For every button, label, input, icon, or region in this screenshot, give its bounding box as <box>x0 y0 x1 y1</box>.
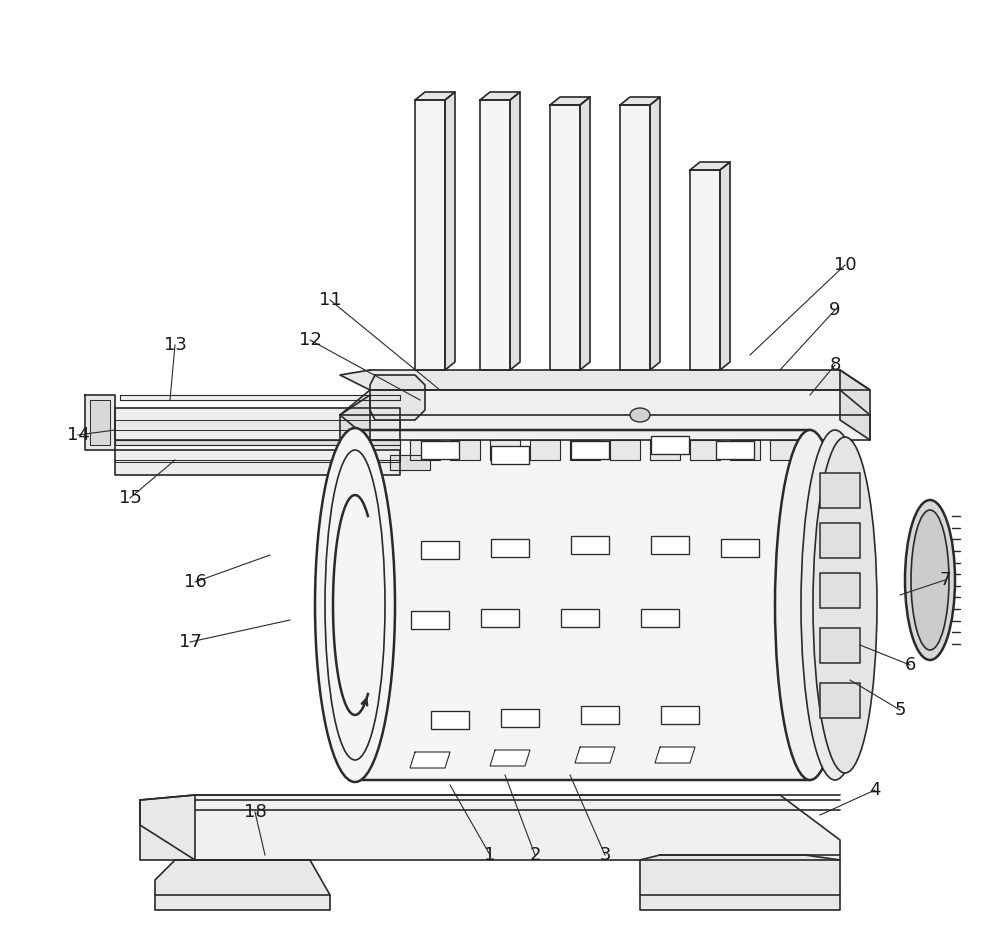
Bar <box>716 441 754 459</box>
Polygon shape <box>410 752 450 768</box>
Bar <box>571 441 609 459</box>
Text: 9: 9 <box>829 301 841 319</box>
Polygon shape <box>490 750 530 766</box>
Text: 2: 2 <box>529 846 541 864</box>
Text: 18: 18 <box>244 803 266 821</box>
Polygon shape <box>140 795 840 860</box>
Polygon shape <box>620 97 660 105</box>
Text: 15: 15 <box>119 489 141 507</box>
Bar <box>651 436 689 454</box>
Bar <box>641 609 679 627</box>
Ellipse shape <box>813 437 877 773</box>
Bar <box>651 536 689 554</box>
Polygon shape <box>115 450 400 475</box>
Polygon shape <box>390 455 430 470</box>
Polygon shape <box>550 97 590 105</box>
Bar <box>581 706 619 724</box>
Ellipse shape <box>775 430 845 780</box>
Ellipse shape <box>315 428 395 782</box>
Polygon shape <box>480 92 520 100</box>
Bar <box>491 539 529 557</box>
Polygon shape <box>370 440 400 460</box>
Bar <box>421 441 459 459</box>
Polygon shape <box>575 747 615 763</box>
Polygon shape <box>730 440 760 460</box>
Text: 13: 13 <box>164 336 186 354</box>
Polygon shape <box>810 440 840 460</box>
Bar <box>481 609 519 627</box>
Polygon shape <box>650 440 680 460</box>
Polygon shape <box>530 440 560 460</box>
Ellipse shape <box>630 408 650 422</box>
Bar <box>661 706 699 724</box>
Polygon shape <box>445 92 455 370</box>
Polygon shape <box>510 92 520 370</box>
Polygon shape <box>415 100 445 370</box>
Bar <box>491 446 529 464</box>
Bar <box>820 473 860 508</box>
Polygon shape <box>690 440 720 460</box>
Bar <box>561 609 599 627</box>
Bar <box>571 536 609 554</box>
Text: 1: 1 <box>484 846 496 864</box>
Ellipse shape <box>905 500 955 660</box>
Text: 7: 7 <box>939 571 951 589</box>
Text: 3: 3 <box>599 846 611 864</box>
Bar <box>820 683 860 718</box>
Text: 10: 10 <box>834 256 856 274</box>
Text: 5: 5 <box>894 701 906 719</box>
Polygon shape <box>115 440 400 445</box>
Polygon shape <box>450 440 480 460</box>
Polygon shape <box>415 92 455 100</box>
Polygon shape <box>640 855 840 910</box>
Polygon shape <box>115 408 400 440</box>
Polygon shape <box>85 395 115 450</box>
Text: 8: 8 <box>829 356 841 374</box>
Polygon shape <box>140 795 195 860</box>
Polygon shape <box>410 440 440 460</box>
Polygon shape <box>120 395 400 400</box>
Polygon shape <box>655 747 695 763</box>
Text: 6: 6 <box>904 656 916 674</box>
Bar <box>501 709 539 727</box>
Polygon shape <box>690 170 720 370</box>
Polygon shape <box>115 420 400 430</box>
Polygon shape <box>490 440 520 460</box>
Polygon shape <box>340 395 370 460</box>
Polygon shape <box>620 105 650 370</box>
Text: 12: 12 <box>299 331 321 349</box>
Bar <box>820 628 860 663</box>
Polygon shape <box>90 400 110 445</box>
Polygon shape <box>840 370 870 440</box>
Polygon shape <box>770 440 800 460</box>
Ellipse shape <box>801 430 869 780</box>
Polygon shape <box>720 162 730 370</box>
Bar <box>411 611 449 629</box>
Polygon shape <box>370 375 425 420</box>
Polygon shape <box>690 162 730 170</box>
Polygon shape <box>650 97 660 370</box>
Bar <box>820 573 860 608</box>
Text: 4: 4 <box>869 781 881 799</box>
Bar <box>431 711 469 729</box>
Polygon shape <box>610 440 640 460</box>
Text: 17: 17 <box>179 633 201 651</box>
Polygon shape <box>480 100 510 370</box>
Bar <box>721 539 759 557</box>
Ellipse shape <box>911 510 949 650</box>
Polygon shape <box>570 440 600 460</box>
Polygon shape <box>155 860 330 910</box>
Polygon shape <box>550 105 580 370</box>
Text: 16: 16 <box>184 573 206 591</box>
Polygon shape <box>355 430 810 780</box>
Text: 11: 11 <box>319 291 341 309</box>
Bar <box>820 523 860 558</box>
Bar <box>421 541 459 559</box>
Polygon shape <box>340 390 870 440</box>
Polygon shape <box>115 460 400 462</box>
Text: 14: 14 <box>67 426 89 444</box>
Polygon shape <box>340 370 870 390</box>
Polygon shape <box>580 97 590 370</box>
